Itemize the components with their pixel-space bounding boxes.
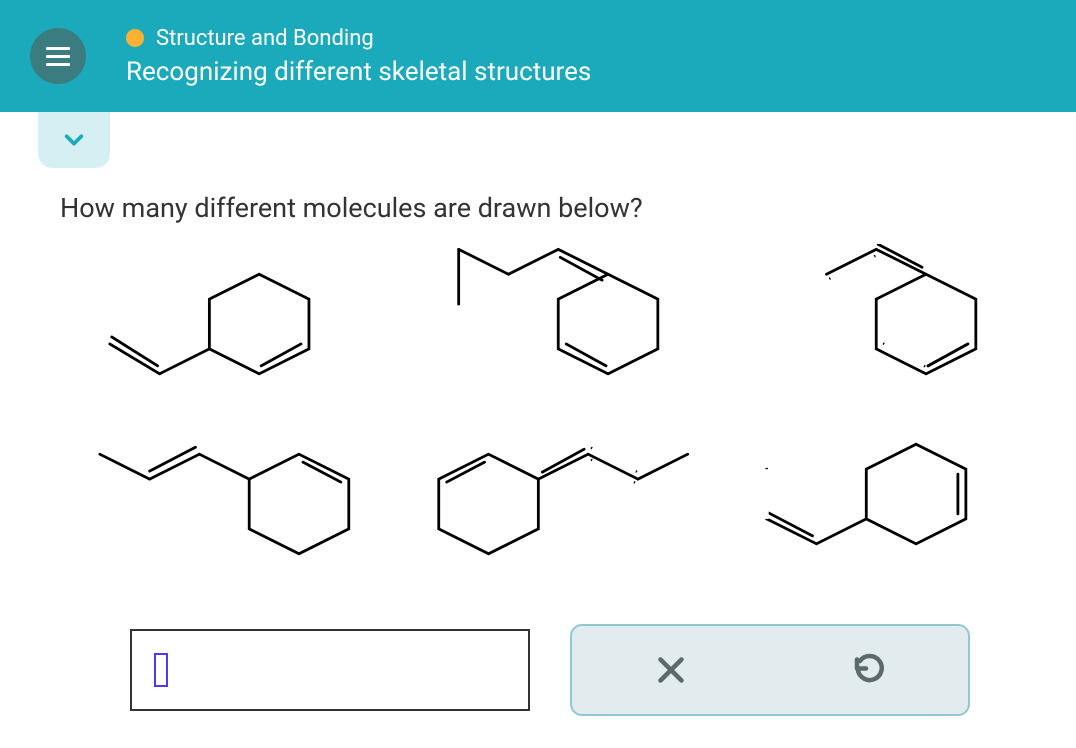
close-icon (653, 652, 689, 688)
molecule-3 (697, 244, 1016, 414)
reset-icon (851, 652, 887, 688)
header-bar: Structure and Bonding Recognizing differ… (0, 0, 1076, 112)
topic-label: Structure and Bonding (156, 26, 374, 51)
clear-button[interactable] (653, 652, 689, 688)
text-cursor-icon (154, 653, 168, 687)
answer-input[interactable] (130, 629, 530, 711)
subtopic-label: Recognizing different skeletal structure… (126, 57, 591, 87)
expand-tab[interactable] (38, 112, 110, 168)
answer-row (60, 624, 1016, 716)
content-area: How many different molecules are drawn b… (0, 112, 1076, 716)
molecule-4 (60, 414, 379, 584)
menu-icon (46, 47, 70, 66)
molecule-5 (379, 414, 698, 584)
molecule-6 (697, 414, 1016, 584)
question-text: How many different molecules are drawn b… (60, 192, 1016, 224)
menu-button[interactable] (30, 28, 86, 84)
structures-grid (60, 244, 1016, 584)
molecule-1 (60, 244, 379, 414)
status-dot-icon (126, 29, 144, 47)
molecule-2 (379, 244, 698, 414)
reset-button[interactable] (851, 652, 887, 688)
action-panel (570, 624, 970, 716)
header-text: Structure and Bonding Recognizing differ… (126, 26, 591, 87)
chevron-down-icon (63, 129, 85, 151)
